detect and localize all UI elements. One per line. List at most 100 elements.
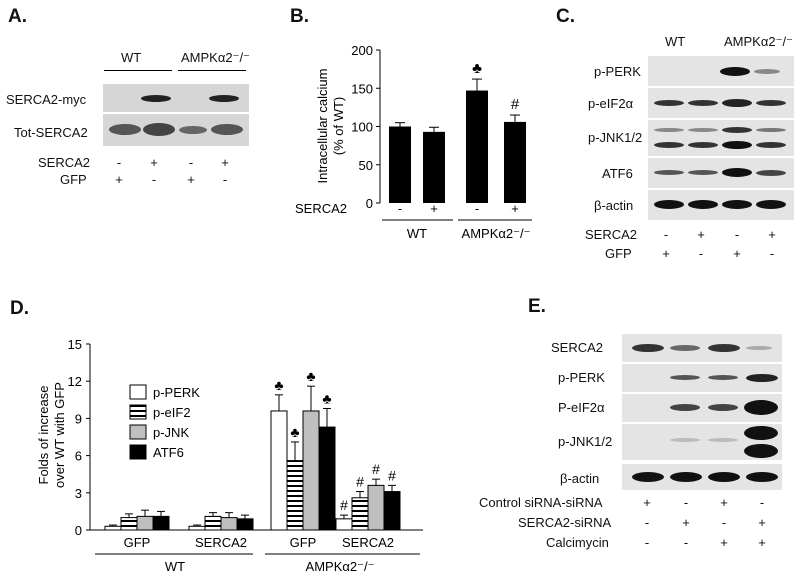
bar — [270, 410, 288, 531]
blot-band — [688, 142, 718, 148]
condition-sign: - — [475, 201, 479, 216]
bar — [466, 90, 488, 203]
blot-label: Tot-SERCA2 — [14, 125, 88, 140]
condition-label: Control siRNA-siRNA — [479, 495, 603, 510]
blot-band — [746, 346, 772, 350]
y-axis-label: Intracellular calcium — [315, 69, 330, 184]
blot-label: p-JNK1/2 — [588, 130, 643, 145]
condition-sign: + — [150, 155, 158, 170]
condition-sign: - — [116, 155, 122, 170]
y-tick-label: 9 — [75, 411, 82, 426]
y-tick-label: 3 — [75, 486, 82, 501]
blot-band — [654, 170, 684, 175]
condition-sign: - — [759, 495, 765, 510]
blot-label: p-PERK — [558, 370, 605, 385]
legend-swatch — [129, 424, 147, 440]
group-label: AMPKα2⁻/⁻ — [306, 559, 375, 574]
legend-label: p-JNK — [153, 425, 189, 440]
blot-band — [654, 142, 684, 148]
y-tick-label: 0 — [366, 196, 373, 211]
group-line-ampk — [178, 70, 246, 71]
condition-sign: + — [733, 246, 741, 261]
condition-sign: + — [720, 535, 728, 550]
blot-band — [209, 95, 239, 102]
blot-band — [632, 472, 664, 482]
panel-label-c: C. — [556, 6, 575, 27]
blot-band — [670, 438, 700, 442]
blot-band — [708, 375, 738, 380]
condition-label: SERCA2 — [585, 227, 638, 242]
blot-band — [722, 200, 752, 209]
subgroup-label: SERCA2 — [195, 535, 247, 550]
blot-label: β-actin — [594, 198, 634, 213]
bar — [204, 515, 222, 531]
y-tick-label: 6 — [75, 449, 82, 464]
condition-label: GFP — [60, 172, 87, 187]
significance-marker: # — [511, 96, 520, 113]
blot-label: ATF6 — [602, 166, 633, 181]
bar — [104, 525, 122, 531]
y-tick-label: 15 — [68, 337, 82, 352]
y-axis-label: over WT with GFP — [52, 382, 67, 488]
significance-marker: # — [340, 497, 348, 513]
condition-sign: - — [698, 246, 704, 261]
legend-label: p-eIF2 — [153, 405, 191, 420]
bar — [136, 515, 154, 531]
blot-band — [756, 128, 786, 132]
y-tick-label: 12 — [68, 374, 82, 389]
bar — [302, 410, 320, 531]
bar-chart-fold-increase: 0 3 6 9 12 15 Folds of increase over WT with GF… — [36, 337, 423, 574]
bar — [383, 491, 401, 531]
condition-sign: - — [663, 227, 669, 242]
condition-sign: - — [188, 155, 194, 170]
blot-band — [746, 374, 778, 382]
condition-sign: + — [662, 246, 670, 261]
legend-label: ATF6 — [153, 445, 184, 460]
condition-sign: - — [222, 172, 228, 187]
bar — [504, 121, 526, 203]
blot-band — [654, 100, 684, 106]
legend-swatch — [129, 444, 147, 460]
group-label: AMPKα2⁻/⁻ — [462, 226, 531, 241]
y-tick-label: 0 — [75, 523, 82, 538]
condition-label: Calcimycin — [546, 535, 609, 550]
blot-label: P-eIF2α — [558, 400, 605, 415]
blot-band — [143, 123, 175, 136]
bar — [188, 525, 206, 531]
condition-label: SERCA2-siRNA — [518, 515, 612, 530]
blot-band — [179, 126, 207, 134]
panel-label-d: D. — [10, 298, 29, 319]
group-label-wt: WT — [121, 50, 142, 65]
blot-band — [670, 404, 700, 411]
blot-band — [670, 472, 702, 482]
condition-sign: + — [697, 227, 705, 242]
blot-band — [744, 444, 778, 458]
subgroup-label: SERCA2 — [342, 535, 394, 550]
condition-sign: - — [769, 246, 775, 261]
blot-band — [722, 127, 752, 133]
blot-band — [632, 344, 664, 352]
legend-swatch — [129, 384, 147, 400]
blot-band — [708, 438, 738, 442]
significance-marker: ♣ — [322, 390, 331, 406]
condition-sign: - — [644, 535, 650, 550]
panel-label-a: A. — [8, 6, 27, 27]
significance-marker: # — [372, 461, 380, 477]
bar — [318, 426, 336, 531]
blot-band — [746, 472, 778, 482]
condition-sign: - — [734, 227, 740, 242]
blot-band — [722, 99, 752, 107]
blot-label: p-PERK — [594, 64, 641, 79]
panel-label-b: B. — [290, 6, 309, 27]
significance-marker: ♣ — [290, 424, 299, 440]
condition-sign: + — [221, 155, 229, 170]
bar — [389, 126, 411, 203]
western-blot-p-perk — [622, 364, 782, 392]
blot-band — [670, 375, 700, 380]
condition-sign: + — [430, 201, 438, 216]
y-tick-label: 100 — [351, 120, 373, 135]
y-axis-label: (% of WT) — [331, 97, 346, 156]
y-tick-label: 200 — [351, 43, 373, 58]
western-blot-p-jnk — [622, 424, 782, 460]
group-label-wt: WT — [665, 34, 686, 49]
